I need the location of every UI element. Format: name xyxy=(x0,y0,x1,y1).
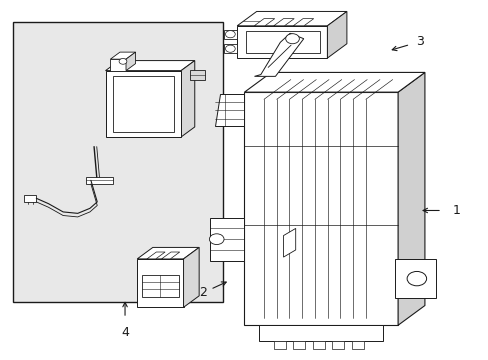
Polygon shape xyxy=(142,275,178,297)
Polygon shape xyxy=(137,247,199,259)
Polygon shape xyxy=(223,30,237,39)
Polygon shape xyxy=(105,60,194,71)
Polygon shape xyxy=(137,259,183,307)
Polygon shape xyxy=(110,52,135,59)
Text: 4: 4 xyxy=(121,326,129,339)
Text: 3: 3 xyxy=(415,35,423,49)
Polygon shape xyxy=(283,228,295,257)
Polygon shape xyxy=(183,247,199,307)
Polygon shape xyxy=(237,26,327,58)
Circle shape xyxy=(119,59,126,64)
Circle shape xyxy=(225,45,235,52)
Polygon shape xyxy=(126,52,135,71)
Polygon shape xyxy=(86,177,113,184)
Polygon shape xyxy=(293,341,305,348)
Text: 1: 1 xyxy=(452,204,460,217)
Circle shape xyxy=(285,34,299,44)
Polygon shape xyxy=(254,33,303,76)
Polygon shape xyxy=(351,341,363,348)
Polygon shape xyxy=(273,341,285,348)
Polygon shape xyxy=(105,71,181,137)
Polygon shape xyxy=(312,341,325,348)
Circle shape xyxy=(407,271,426,286)
Polygon shape xyxy=(293,19,313,26)
Polygon shape xyxy=(244,72,424,92)
Polygon shape xyxy=(245,31,320,53)
Polygon shape xyxy=(327,12,346,58)
Circle shape xyxy=(225,31,235,38)
Circle shape xyxy=(209,234,224,244)
Polygon shape xyxy=(110,59,126,71)
Polygon shape xyxy=(161,252,180,259)
Polygon shape xyxy=(244,92,397,325)
Polygon shape xyxy=(259,325,383,341)
Polygon shape xyxy=(223,44,237,53)
Polygon shape xyxy=(254,19,274,26)
Polygon shape xyxy=(24,195,36,202)
Polygon shape xyxy=(189,70,205,80)
Text: 2: 2 xyxy=(199,287,206,300)
Polygon shape xyxy=(210,218,244,261)
Polygon shape xyxy=(273,19,294,26)
Polygon shape xyxy=(215,94,244,126)
Polygon shape xyxy=(394,259,435,298)
Polygon shape xyxy=(237,12,346,26)
Polygon shape xyxy=(113,76,173,132)
Polygon shape xyxy=(181,60,194,137)
Polygon shape xyxy=(331,341,344,348)
Bar xyxy=(13,22,222,302)
Polygon shape xyxy=(397,72,424,325)
Polygon shape xyxy=(147,252,165,259)
